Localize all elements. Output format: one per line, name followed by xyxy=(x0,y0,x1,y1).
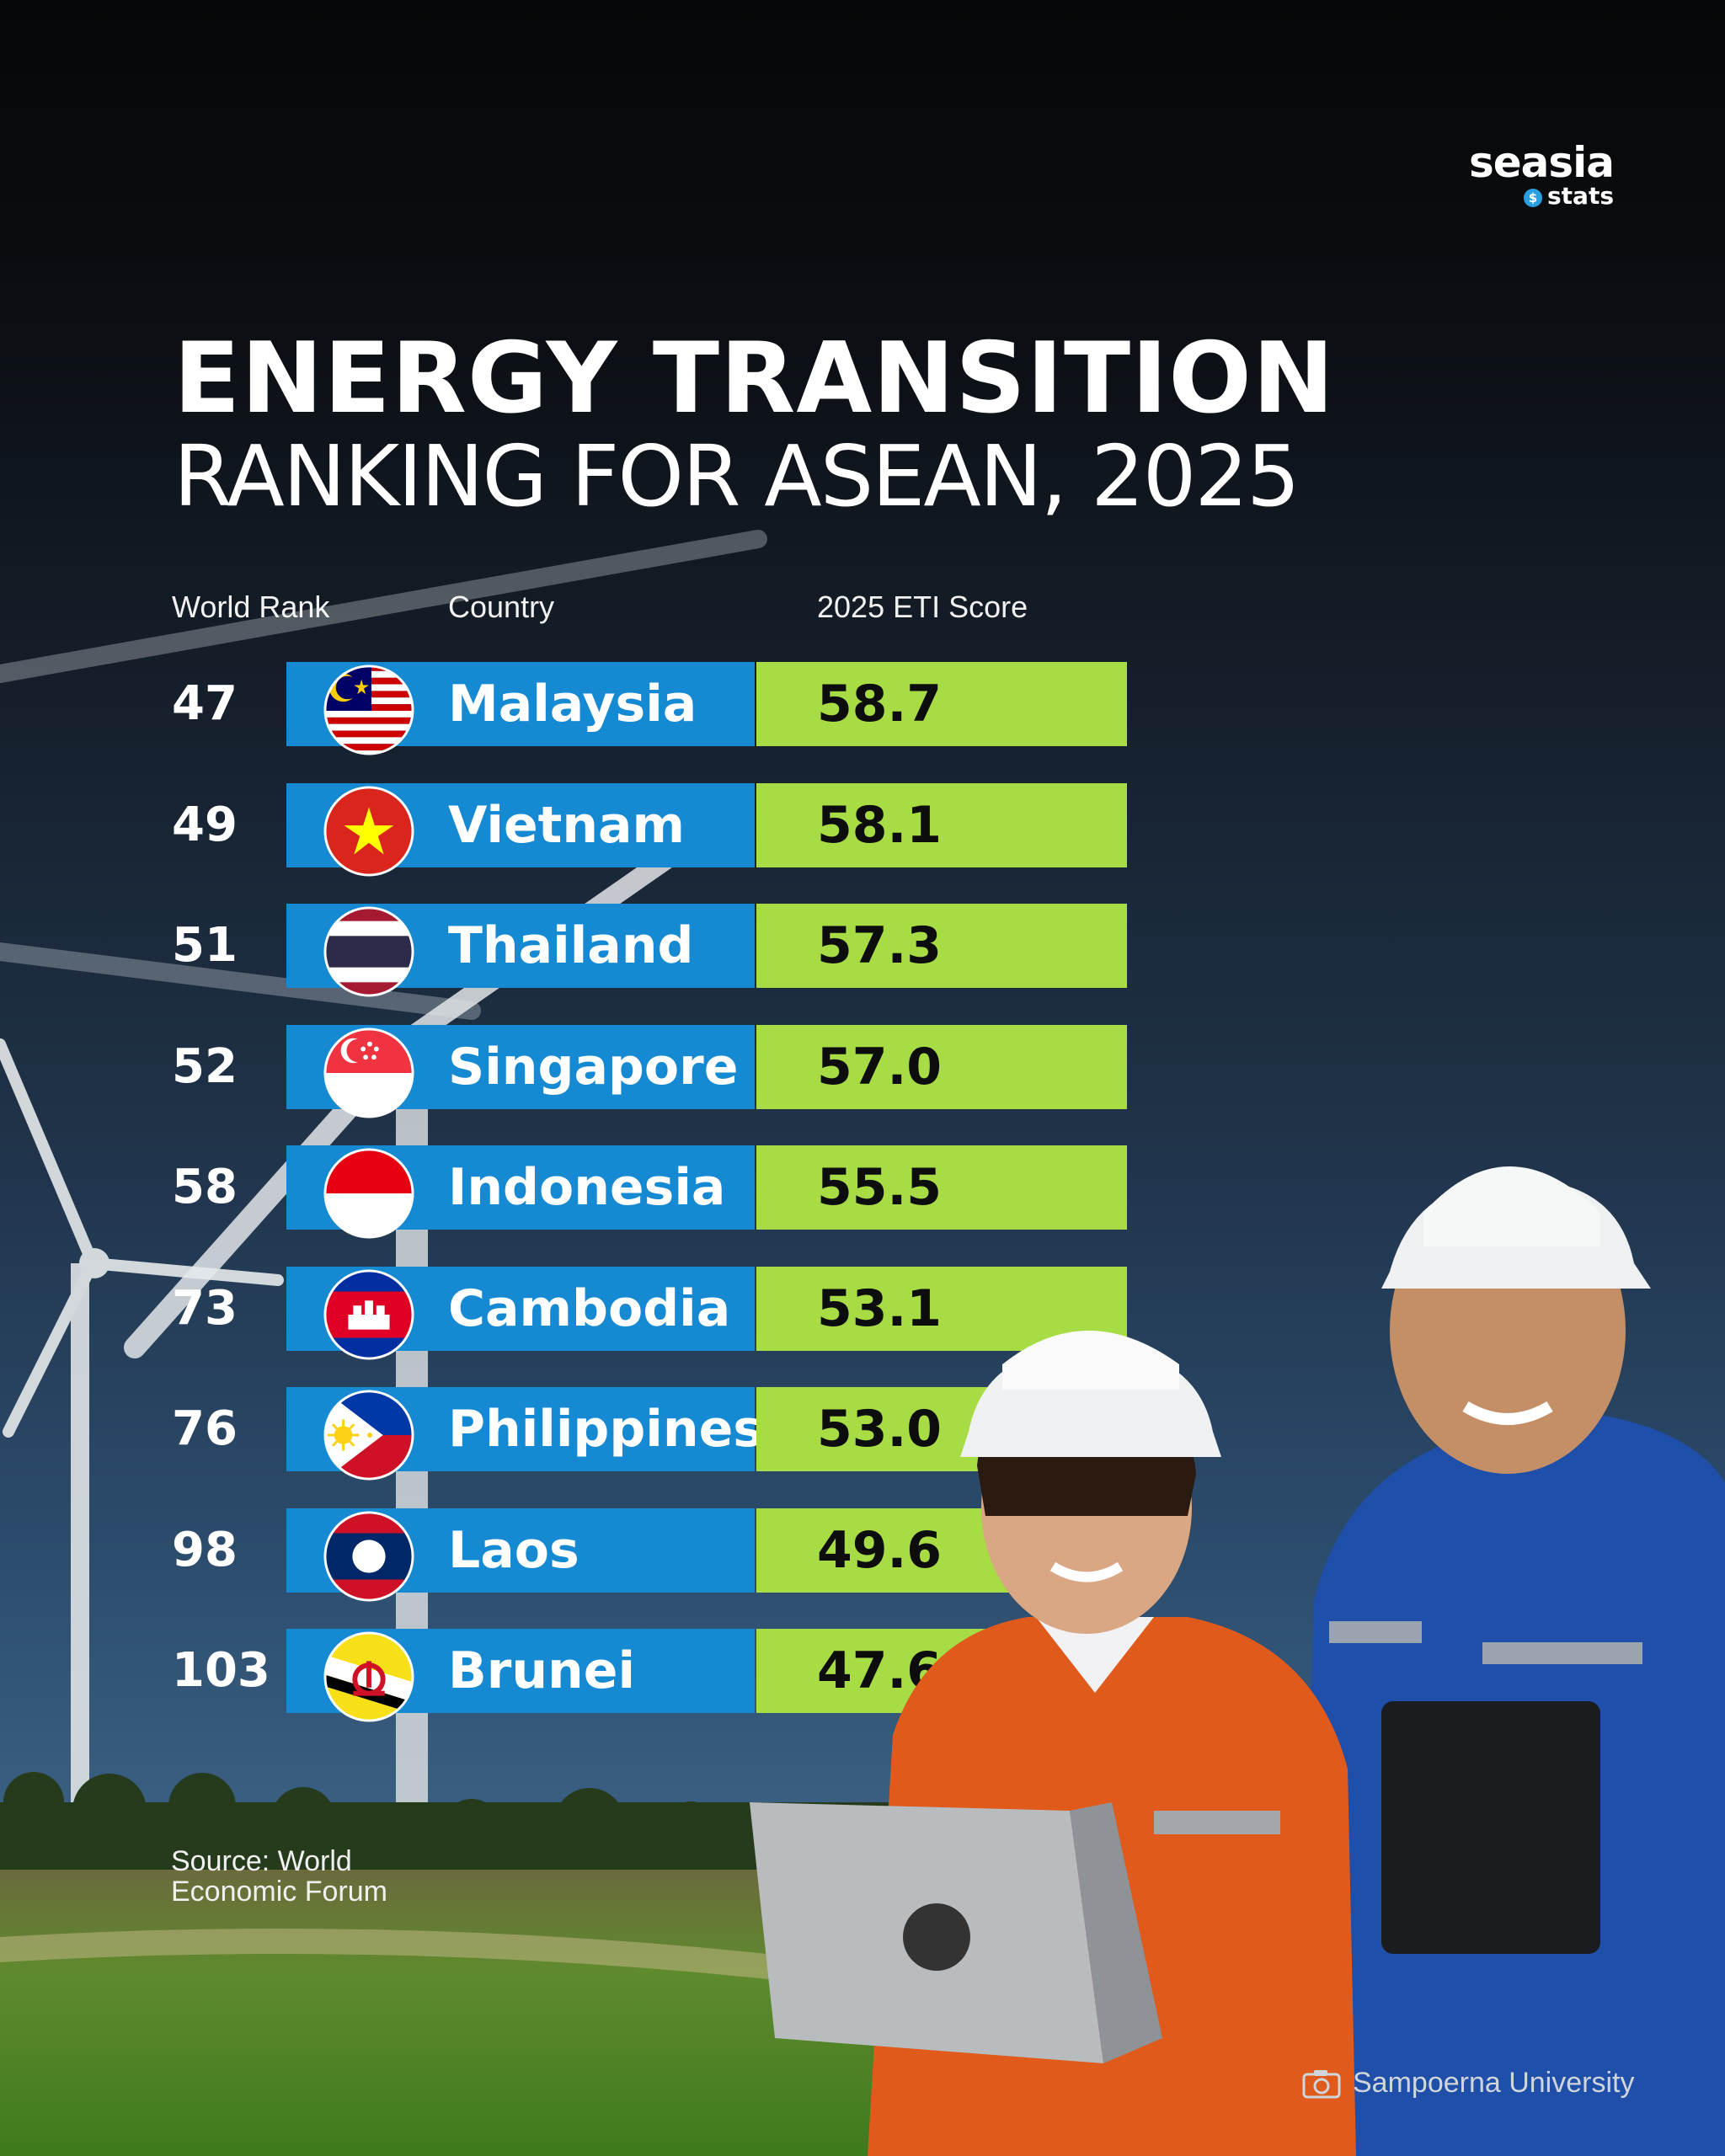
table-row: 52 Singapore 57.0 xyxy=(0,1024,1179,1118)
country-bar: Brunei xyxy=(286,1629,755,1722)
cambodia-flag-icon xyxy=(323,1268,414,1360)
wind-turbine-left xyxy=(0,1038,284,1819)
indonesia-flag-icon xyxy=(323,1148,414,1239)
chart-subtitle: RANKING FOR ASEAN, 2025 xyxy=(174,427,1300,526)
score-bar: 55.5 xyxy=(756,1145,1127,1230)
vietnam-flag-icon xyxy=(323,785,414,877)
brand-logo: seasia $ stats xyxy=(1468,138,1615,210)
country-name: Indonesia xyxy=(448,1158,726,1217)
eti-score-value: 58.7 xyxy=(817,675,943,734)
eti-score-value: 58.1 xyxy=(817,795,943,855)
chart-title: ENERGY TRANSITION xyxy=(174,322,1335,435)
header-world-rank: World Rank xyxy=(172,590,330,624)
rank-value: 52 xyxy=(172,1038,238,1094)
singapore-flag-icon xyxy=(323,1027,414,1118)
dollar-icon: $ xyxy=(1524,189,1542,207)
country-name: Singapore xyxy=(448,1037,739,1097)
country-bar: Indonesia xyxy=(286,1145,755,1239)
country-bar: Philippines xyxy=(286,1387,763,1481)
country-name: Cambodia xyxy=(448,1278,731,1338)
country-name: Thailand xyxy=(448,916,694,975)
country-name: Vietnam xyxy=(448,795,686,855)
eti-score-value: 49.6 xyxy=(817,1520,943,1580)
eti-score-value: 55.5 xyxy=(817,1158,943,1217)
eti-score-value: 53.1 xyxy=(817,1278,943,1338)
country-name: Brunei xyxy=(448,1641,636,1700)
wind-turbine-back xyxy=(0,530,767,1020)
country-name: Malaysia xyxy=(448,675,697,734)
eti-score-value: 53.0 xyxy=(817,1400,943,1459)
rank-value: 58 xyxy=(172,1160,238,1214)
laos-flag-icon xyxy=(323,1510,414,1602)
brand-sub: $ stats xyxy=(1469,182,1614,210)
worker-woman-orange xyxy=(750,1331,1356,2156)
table-row: 47 Malaysia 58.7 xyxy=(0,662,1179,755)
rank-value: 98 xyxy=(172,1522,238,1577)
brunei-flag-icon xyxy=(323,1631,414,1722)
photo-credit-text: Sampoerna University xyxy=(1353,2067,1635,2099)
worker-man-blue xyxy=(1297,1166,1725,2156)
rank-value: 73 xyxy=(172,1280,238,1336)
brand-sub-text: stats xyxy=(1547,182,1614,210)
country-name: Philippines xyxy=(448,1400,763,1459)
country-bar: Thailand xyxy=(286,904,755,997)
rank-value: 47 xyxy=(172,676,238,731)
header-country: Country xyxy=(448,590,555,624)
rank-value: 76 xyxy=(172,1401,238,1456)
brand-name: seasia xyxy=(1468,138,1615,187)
score-bar: 57.0 xyxy=(756,1024,1127,1109)
header-eti-score: 2025 ETI Score xyxy=(817,590,1028,624)
philippines-flag-icon xyxy=(323,1390,414,1481)
country-bar: Cambodia xyxy=(286,1266,755,1360)
table-row: 49 Vietnam 58.1 xyxy=(0,782,1179,877)
photo-credit: Sampoerna University xyxy=(1302,2067,1634,2100)
thailand-flag-icon xyxy=(323,906,414,997)
camera-icon xyxy=(1302,2070,1341,2099)
rank-value: 51 xyxy=(172,918,238,973)
country-bar: Vietnam xyxy=(286,782,755,877)
score-bar: 58.7 xyxy=(756,662,1127,746)
country-name: Laos xyxy=(448,1520,579,1580)
table-row: 51 Thailand 57.3 xyxy=(0,904,1179,997)
eti-score-value: 57.3 xyxy=(817,916,943,975)
score-bar: 58.1 xyxy=(756,782,1127,867)
eti-score-value: 57.0 xyxy=(817,1037,943,1097)
rank-value: 103 xyxy=(172,1643,270,1698)
source-note: Source: World Economic Forum xyxy=(171,1845,387,1908)
table-row: 98 Laos 49.6 xyxy=(0,1508,1179,1602)
table-row: 58 Indonesia 55.5 xyxy=(0,1145,1179,1239)
malaysia-flag-icon xyxy=(323,664,414,755)
table-row: 73 Cambodia 53.1 xyxy=(0,1266,1179,1360)
rank-value: 49 xyxy=(172,797,238,852)
country-bar: Malaysia xyxy=(286,662,755,755)
country-bar: Singapore xyxy=(286,1024,755,1118)
score-bar: 57.3 xyxy=(756,904,1127,988)
country-bar: Laos xyxy=(286,1508,755,1602)
